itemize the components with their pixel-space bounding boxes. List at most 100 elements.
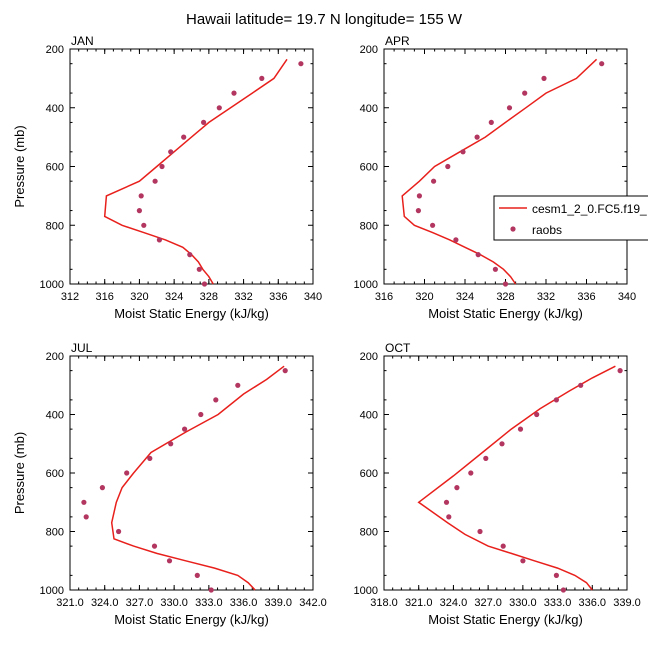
obs-point [553, 572, 560, 579]
x-tick-label: 336 [269, 291, 287, 303]
y-tick-label: 400 [360, 103, 378, 115]
obs-point [460, 149, 466, 155]
x-tick-label: 327.0 [474, 597, 502, 609]
obs-point [99, 485, 105, 491]
y-tick-label: 400 [46, 103, 64, 115]
model-series-line [110, 365, 285, 591]
obs-point [443, 499, 450, 505]
x-tick-label: 340 [618, 291, 636, 303]
obs-point [541, 75, 547, 81]
obs-point [502, 281, 509, 287]
legend-box [493, 195, 648, 241]
plot-frame [383, 355, 628, 591]
obs-point [141, 222, 147, 228]
x-tick-label: 324.0 [440, 597, 468, 609]
x-tick-label: 316 [375, 291, 393, 303]
x-axis-label: Moist Static Energy (kJ/kg) [114, 306, 269, 321]
obs-point [483, 455, 489, 461]
panel-apr: 316 320 324 328 332 336 340 200 400 600 800 1000 APR… [354, 34, 637, 321]
obs-point [156, 237, 162, 243]
figure-title: Hawaii latitude= 19.7 N longitude= 155 W [186, 11, 463, 28]
x-tick-label: 320 [415, 291, 433, 303]
x-tick-label: 332 [537, 291, 555, 303]
obs-point [198, 411, 204, 418]
x-axis-label: Moist Static Energy (kJ/kg) [428, 306, 583, 321]
obs-point [517, 426, 524, 432]
plot-frame [383, 48, 628, 285]
obs-point [617, 368, 623, 374]
obs-point [475, 252, 481, 258]
y-tick-label: 1000 [40, 585, 64, 597]
x-tick-label: 330.0 [160, 597, 188, 609]
x-tick-label: 336.0 [579, 597, 607, 609]
obs-point [477, 528, 483, 535]
y-tick-label: 1000 [40, 279, 64, 291]
y-tick-label: 800 [46, 527, 64, 539]
obs-point [492, 266, 498, 272]
x-tick-label: 333.0 [544, 597, 572, 609]
x-tick-label: 320 [130, 291, 148, 303]
obs-point [446, 514, 452, 520]
obs-point [235, 382, 241, 388]
obs-point [151, 543, 158, 549]
x-tick-label: 342.0 [299, 597, 327, 609]
x-tick-label: 324 [456, 291, 474, 303]
obs-point [152, 178, 158, 184]
panel-oct: 318.0 321.0 324.0 327.0 330.0 333.0 336.0 339.0… [354, 341, 641, 627]
obs-point [187, 252, 193, 258]
obs-point [159, 163, 165, 170]
x-tick-label: 328 [496, 291, 514, 303]
y-axis-label: Pressure (mb) [12, 125, 27, 207]
panel-jul: 321.0 324.0 327.0 330.0 333.0 336.0 339.0 342.0… [12, 341, 327, 627]
panel-title: JAN [71, 34, 94, 48]
x-axis-label: Moist Static Energy (kJ/kg) [114, 612, 269, 627]
y-tick-label: 1000 [354, 585, 378, 597]
x-tick-label: 316 [96, 291, 114, 303]
obs-point [81, 499, 87, 505]
obs-point [534, 411, 540, 418]
x-tick-label: 339.0 [265, 597, 293, 609]
obs-point [208, 587, 214, 593]
y-tick-label: 800 [360, 220, 378, 232]
obs-point [182, 426, 188, 432]
legend-label-obs: raobs [532, 223, 562, 237]
obs-point [168, 441, 174, 447]
obs-point [553, 397, 560, 403]
obs-point [166, 558, 173, 564]
x-tick-label: 328 [200, 291, 218, 303]
panel-jan: 312 316 320 324 328 332 336 340 200 400 600 800 1000… [12, 34, 322, 321]
obs-point [213, 397, 219, 403]
y-tick-label: 400 [46, 410, 64, 422]
x-tick-label: 312 [61, 291, 79, 303]
obs-point [468, 470, 474, 476]
x-tick-label: 327.0 [126, 597, 154, 609]
y-tick-label: 600 [360, 468, 378, 480]
plot-frame [69, 48, 314, 285]
obs-point [83, 514, 89, 520]
obs-point [136, 208, 142, 214]
obs-point [431, 178, 437, 184]
obs-point [506, 105, 513, 111]
obs-point [415, 208, 421, 214]
y-tick-label: 600 [46, 468, 64, 480]
y-axis-label: Pressure (mb) [12, 432, 27, 514]
panel-title: APR [385, 34, 410, 48]
obs-point [453, 237, 459, 243]
obs-point [578, 382, 584, 388]
obs-point [216, 105, 222, 111]
plot-frame [69, 355, 314, 591]
obs-point [520, 558, 526, 564]
obs-point [560, 587, 567, 593]
obs-point [282, 368, 288, 374]
model-series-line [417, 365, 616, 591]
obs-point [259, 75, 265, 81]
panel-title: JUL [71, 341, 93, 355]
legend-marker-swatch [510, 226, 516, 232]
y-tick-label: 800 [360, 527, 378, 539]
x-tick-label: 332 [234, 291, 252, 303]
obs-point [445, 163, 451, 170]
obs-point [522, 90, 528, 96]
x-tick-label: 324 [165, 291, 183, 303]
x-tick-label: 340 [304, 291, 322, 303]
